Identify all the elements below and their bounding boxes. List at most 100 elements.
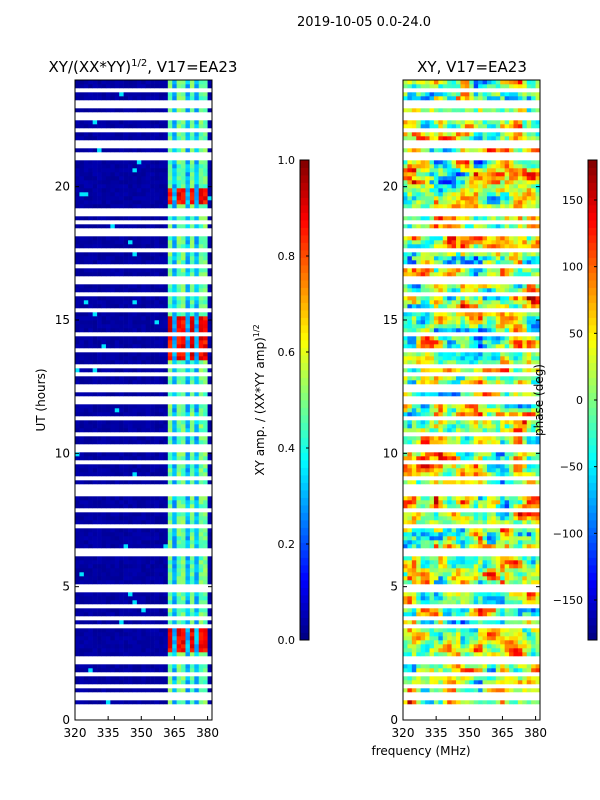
phase-cell <box>482 428 488 433</box>
amplitude-cell <box>83 612 89 617</box>
amplitude-cell <box>97 572 102 577</box>
phase-cell <box>433 600 439 605</box>
amplitude-cell <box>194 108 200 113</box>
phase-cell <box>504 688 510 693</box>
amplitude-cell <box>154 472 160 477</box>
amplitude-cell <box>176 96 182 101</box>
phase-cell <box>517 436 523 441</box>
phase-cell <box>433 628 439 633</box>
phase-cell <box>517 576 523 581</box>
phase-cell <box>416 404 421 409</box>
amplitude-cell <box>128 500 133 505</box>
amplitude-cell <box>167 240 173 245</box>
amplitude-cell <box>97 440 102 445</box>
phase-cell <box>425 612 430 617</box>
amplitude-cell <box>97 420 102 425</box>
phase-cell <box>407 468 413 473</box>
amplitude-cell <box>97 92 102 97</box>
phase-cell <box>469 496 475 501</box>
amplitude-cell <box>141 504 147 509</box>
amplitude-cell <box>79 236 85 241</box>
amplitude-cell <box>132 352 138 357</box>
phase-cell <box>433 608 439 613</box>
amplitude-cell <box>198 352 204 357</box>
phase-cell <box>509 564 514 569</box>
phase-cell <box>464 620 470 625</box>
amplitude-cell <box>97 456 102 461</box>
amplitude-cell <box>79 84 85 89</box>
amplitude-cell <box>79 200 85 205</box>
amplitude-cell <box>150 160 155 165</box>
amplitude-cell <box>119 516 124 521</box>
phase-cell <box>486 644 492 649</box>
amplitude-cell <box>128 456 133 461</box>
amplitude-cell <box>141 180 147 185</box>
amplitude-cell <box>141 436 147 441</box>
amplitude-cell <box>198 664 204 669</box>
phase-cell <box>447 440 452 445</box>
amplitude-cell <box>141 216 147 221</box>
amplitude-cell <box>176 564 182 569</box>
phase-cell <box>486 688 492 693</box>
amplitude-colorbar-step <box>300 550 309 558</box>
phase-cell <box>407 676 413 681</box>
amplitude-cell <box>141 160 147 165</box>
amplitude-flagged-row <box>75 588 212 593</box>
phase-cell <box>447 676 452 681</box>
amplitude-cell <box>105 480 111 485</box>
phase-cell <box>491 612 497 617</box>
amplitude-cell <box>136 424 142 429</box>
amplitude-cell <box>123 468 129 473</box>
phase-cell <box>500 676 505 681</box>
amplitude-cell <box>101 700 107 705</box>
amplitude-cell <box>198 168 204 173</box>
amplitude-cell <box>114 168 120 173</box>
amplitude-cell <box>97 580 102 585</box>
amplitude-cell <box>75 316 80 321</box>
amplitude-cell <box>154 572 160 577</box>
amplitude-cell <box>154 428 160 433</box>
amplitude-cell <box>154 404 160 409</box>
amplitude-cell <box>167 664 173 669</box>
phase-cell <box>416 512 421 517</box>
phase-cell <box>451 516 457 521</box>
amplitude-colorbar-step <box>300 565 309 573</box>
amplitude-cell <box>172 368 177 373</box>
amplitude-cell <box>114 240 120 245</box>
amplitude-cell <box>119 532 124 537</box>
amplitude-cell <box>128 596 133 601</box>
amplitude-cell <box>154 556 160 561</box>
amplitude-cell <box>110 120 116 125</box>
amplitude-cell <box>198 472 204 477</box>
amplitude-cell <box>79 612 85 617</box>
amplitude-cell <box>128 320 133 325</box>
amplitude-cell <box>207 516 213 521</box>
amplitude-cell <box>128 204 133 209</box>
amplitude-cell <box>97 240 102 245</box>
phase-cell <box>403 556 408 561</box>
amplitude-cell <box>119 644 124 649</box>
phase-cell <box>425 628 430 633</box>
phase-cell <box>469 580 475 585</box>
amplitude-cell <box>132 464 138 469</box>
amplitude-cell <box>119 304 124 309</box>
amplitude-cell <box>154 180 160 185</box>
phase-cell <box>500 640 505 645</box>
amplitude-cell <box>163 84 169 89</box>
phase-cell <box>504 456 510 461</box>
amplitude-cell <box>128 236 133 241</box>
amplitude-cell <box>172 536 177 541</box>
phase-cell <box>469 564 475 569</box>
amplitude-cell <box>154 628 160 633</box>
phase-cell <box>504 424 510 429</box>
amplitude-flagged-row <box>75 492 212 497</box>
phase-flagged-row <box>403 716 540 721</box>
phase-cell <box>504 680 510 685</box>
amplitude-cell <box>150 636 155 641</box>
amplitude-cell <box>176 568 182 573</box>
amplitude-cell <box>136 164 142 169</box>
amplitude-cell <box>194 520 200 525</box>
amplitude-flagged-row <box>75 476 212 481</box>
phase-cell <box>451 540 457 545</box>
amplitude-cell <box>189 252 195 257</box>
